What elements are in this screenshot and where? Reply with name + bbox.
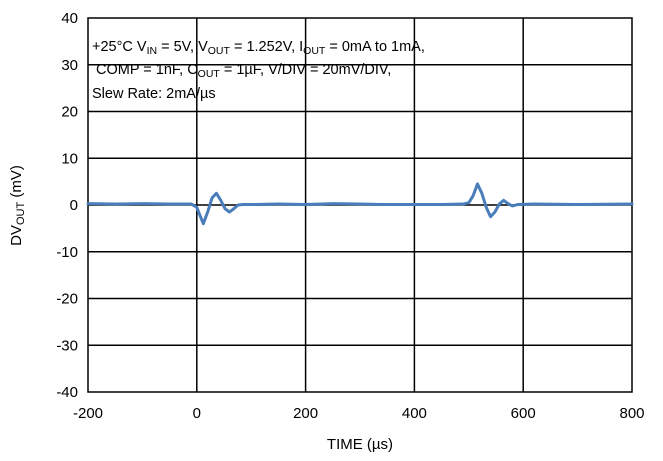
annotation-comp: COMP = 1nF, C bbox=[96, 62, 198, 78]
y-axis-title-sub: OUT bbox=[14, 201, 27, 225]
x-axis-title: TIME (µs) bbox=[327, 436, 393, 453]
x-tick-label: -200 bbox=[73, 405, 103, 422]
y-tick-label: 30 bbox=[61, 57, 78, 74]
annotation-temp: +25°C V bbox=[92, 39, 147, 55]
y-tick-label: -20 bbox=[56, 291, 78, 308]
annotation-vout-sub: OUT bbox=[207, 45, 230, 57]
y-tick-label: 0 bbox=[70, 197, 78, 214]
gridlines bbox=[88, 18, 632, 392]
series-layer bbox=[86, 182, 634, 226]
annotation-iout-sub: OUT bbox=[303, 45, 326, 57]
y-tick-label: 20 bbox=[61, 104, 78, 121]
x-tick-label: 600 bbox=[511, 405, 536, 422]
x-tick-label: 400 bbox=[402, 405, 427, 422]
series-line-0 bbox=[86, 182, 634, 226]
y-tick-label: -10 bbox=[56, 244, 78, 261]
annotation-vin-val: = 5V, V bbox=[157, 39, 208, 55]
annotation-iout-val: = 0mA to 1mA, bbox=[325, 39, 425, 55]
x-tick-label: 0 bbox=[193, 405, 201, 422]
annotation-vout-val: = 1.252V, I bbox=[229, 39, 304, 55]
annotation-cout-val: = 1µF, V/DIV = 20mV/DIV, bbox=[219, 62, 392, 78]
y-axis-title-unit: (mV) bbox=[7, 164, 25, 202]
y-axis-title-base: DV bbox=[7, 224, 25, 246]
x-tick-labels: -200 0 200 400 600 800 bbox=[73, 405, 645, 422]
y-axis-title: DVOUT (mV) bbox=[7, 164, 27, 246]
x-tick-label: 800 bbox=[619, 405, 644, 422]
x-tick-label: 200 bbox=[293, 405, 318, 422]
annotation-line-2: COMP = 1nF, COUT = 1µF, V/DIV = 20mV/DIV… bbox=[96, 59, 391, 81]
y-tick-label: -30 bbox=[56, 337, 78, 354]
annotation-line-1: +25°C VIN = 5V, VOUT = 1.252V, IOUT = 0m… bbox=[92, 36, 425, 58]
y-tick-label: 40 bbox=[61, 10, 78, 27]
annotation-slew: Slew Rate: 2mA/µs bbox=[92, 86, 216, 102]
y-tick-labels: -40 -30 -20 -10 0 10 20 30 40 bbox=[56, 10, 78, 401]
annotation-vin-sub: IN bbox=[146, 45, 158, 57]
y-tick-label: -40 bbox=[56, 384, 78, 401]
annotation-line-3: Slew Rate: 2mA/µs bbox=[92, 83, 216, 105]
y-tick-label: 10 bbox=[61, 150, 78, 167]
annotation-cout-sub: OUT bbox=[197, 68, 220, 80]
